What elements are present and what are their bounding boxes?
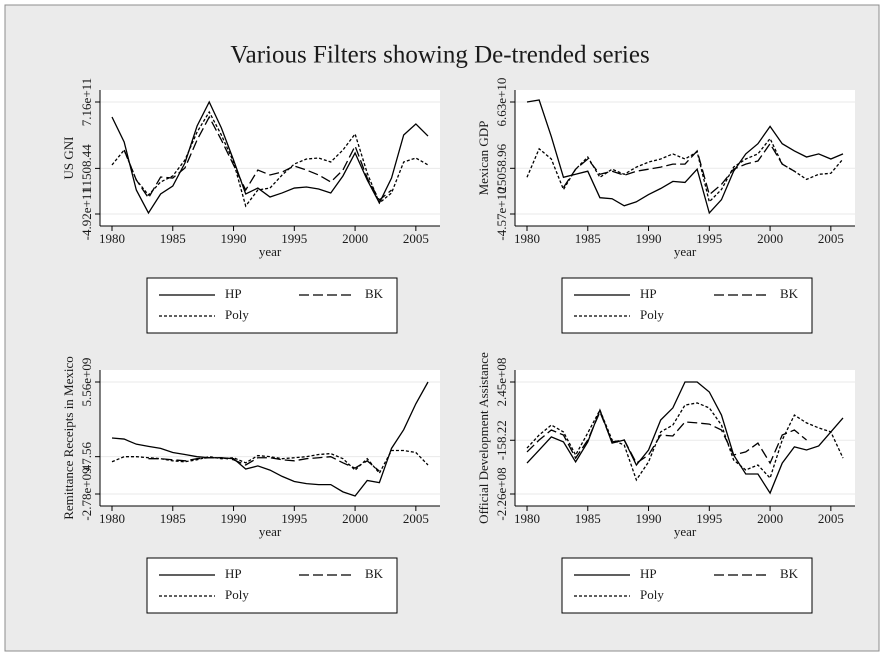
legend-label: HP bbox=[225, 566, 242, 581]
x-tick-label: 1995 bbox=[696, 511, 722, 526]
x-tick-label: 1990 bbox=[221, 231, 247, 246]
legend-label: Poly bbox=[640, 587, 664, 602]
x-tick-label: 2000 bbox=[757, 511, 783, 526]
x-tick-label: 1985 bbox=[160, 231, 186, 246]
x-tick-label: 1990 bbox=[636, 511, 662, 526]
series-line bbox=[526, 99, 844, 215]
legend-box bbox=[146, 277, 398, 334]
y-axis-title: US GNI bbox=[61, 137, 76, 180]
y-tick-label: 7.16e+11 bbox=[79, 78, 94, 126]
legend-box bbox=[146, 557, 398, 614]
x-tick-label: 1985 bbox=[575, 231, 601, 246]
series-line bbox=[526, 410, 807, 465]
x-axis-title: year bbox=[259, 244, 282, 259]
y-axis-title: Mexican GDP bbox=[476, 121, 491, 196]
x-tick-label: 1985 bbox=[575, 511, 601, 526]
y-tick-label: -4.57e+10 bbox=[494, 187, 509, 240]
x-tick-label: 1990 bbox=[636, 231, 662, 246]
x-tick-label: 2005 bbox=[818, 231, 844, 246]
x-tick-label: 2005 bbox=[818, 511, 844, 526]
series-line bbox=[111, 381, 429, 497]
y-tick-label: 25058.96 bbox=[494, 143, 509, 192]
plot-area bbox=[100, 370, 440, 506]
x-axis-title: year bbox=[674, 524, 697, 539]
legend-label: HP bbox=[225, 286, 242, 301]
x-tick-label: 1980 bbox=[514, 511, 540, 526]
y-tick-label: 47.56 bbox=[79, 442, 94, 472]
x-axis-title: year bbox=[674, 244, 697, 259]
x-tick-label: 1990 bbox=[221, 511, 247, 526]
y-axis-title: Official Development Assistance bbox=[476, 352, 491, 524]
y-tick-label: -2.26e+08 bbox=[494, 467, 509, 520]
legend-label: BK bbox=[365, 286, 384, 301]
legend-label: HP bbox=[640, 286, 657, 301]
legend-label: BK bbox=[780, 566, 799, 581]
y-tick-label: 5.56e+09 bbox=[79, 358, 94, 407]
x-tick-label: 2005 bbox=[403, 511, 429, 526]
y-tick-label: -2.78e+09 bbox=[79, 467, 94, 520]
y-tick-label: 11508.44 bbox=[79, 144, 94, 193]
legend-box bbox=[561, 277, 813, 334]
x-tick-label: 2000 bbox=[342, 231, 368, 246]
x-tick-label: 2000 bbox=[757, 231, 783, 246]
plot-area bbox=[515, 370, 855, 506]
x-tick-label: 1980 bbox=[99, 511, 125, 526]
x-tick-label: 1985 bbox=[160, 511, 186, 526]
x-tick-label: 1980 bbox=[99, 231, 125, 246]
plot-area bbox=[515, 90, 855, 226]
legend-label: Poly bbox=[225, 307, 249, 322]
x-axis-title: year bbox=[259, 524, 282, 539]
series-line bbox=[148, 456, 380, 472]
x-tick-label: 1995 bbox=[696, 231, 722, 246]
x-tick-label: 1995 bbox=[281, 511, 307, 526]
x-tick-label: 1980 bbox=[514, 231, 540, 246]
legend-box bbox=[561, 557, 813, 614]
series-line bbox=[526, 402, 844, 482]
series-line bbox=[562, 142, 795, 196]
series-line bbox=[111, 100, 429, 215]
x-tick-label: 2000 bbox=[342, 511, 368, 526]
y-tick-label: 2.45e+08 bbox=[494, 358, 509, 407]
y-tick-label: 6.63e+10 bbox=[494, 78, 509, 127]
series-line bbox=[526, 137, 844, 204]
plot-area bbox=[100, 90, 440, 226]
y-tick-label: -158.22 bbox=[494, 420, 509, 460]
legend-label: BK bbox=[365, 566, 384, 581]
legend-label: BK bbox=[780, 286, 799, 301]
y-tick-label: -4.92e+11 bbox=[79, 188, 94, 241]
chart-title: Various Filters showing De-trended serie… bbox=[230, 42, 649, 69]
legend-label: HP bbox=[640, 566, 657, 581]
y-axis-title: Remittance Receipts in Mexico bbox=[61, 356, 76, 520]
series-line bbox=[111, 110, 429, 208]
x-tick-label: 2005 bbox=[403, 231, 429, 246]
legend-label: Poly bbox=[225, 587, 249, 602]
legend-label: Poly bbox=[640, 307, 664, 322]
series-line bbox=[526, 381, 844, 495]
x-tick-label: 1995 bbox=[281, 231, 307, 246]
